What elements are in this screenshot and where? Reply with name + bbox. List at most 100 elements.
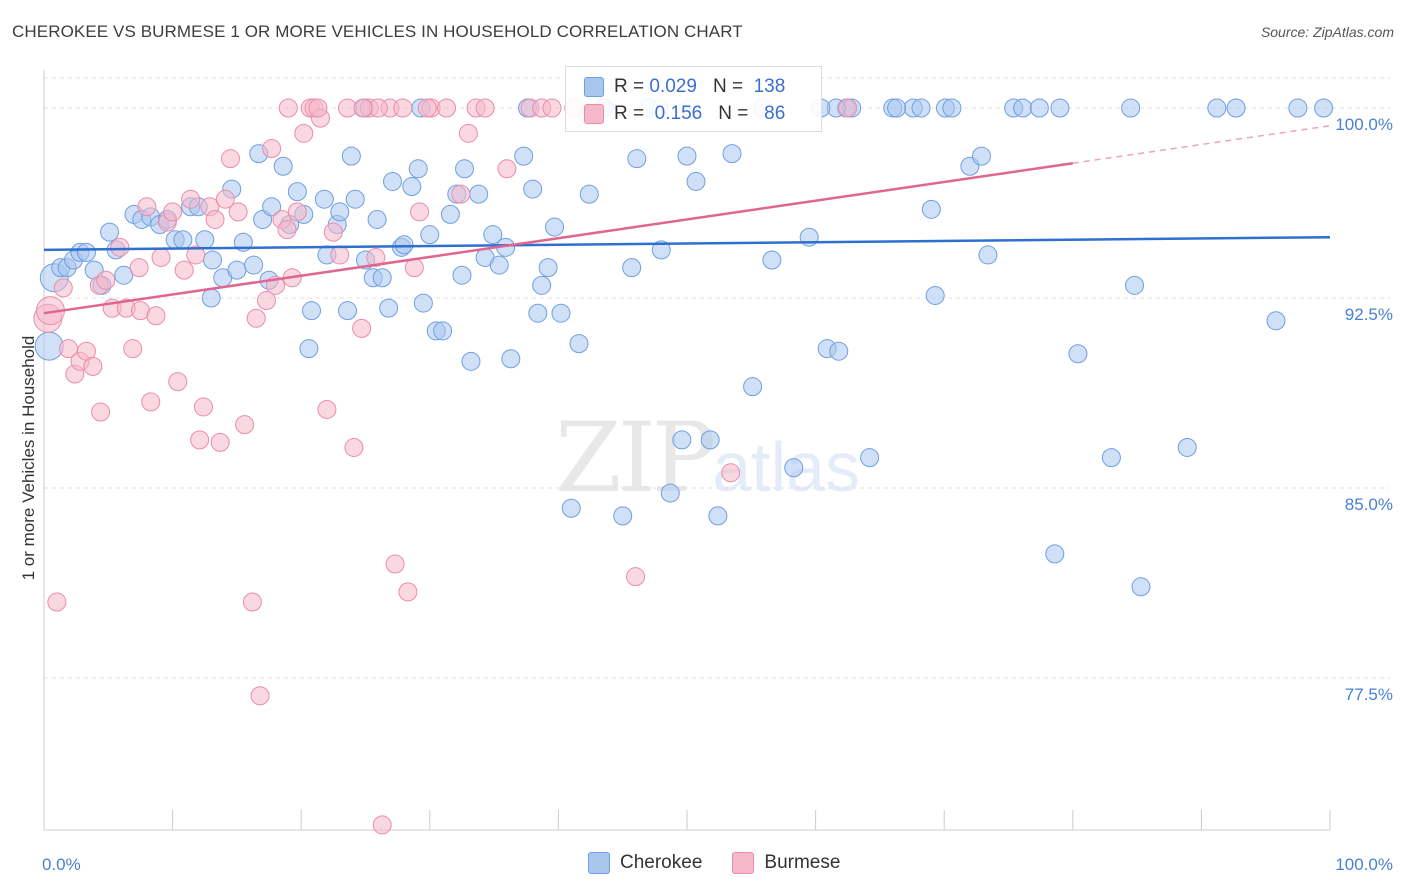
data-point xyxy=(186,245,206,265)
data-point xyxy=(561,498,581,518)
data-point xyxy=(660,483,680,503)
data-point xyxy=(613,506,633,526)
data-point xyxy=(367,209,387,229)
data-point xyxy=(345,189,365,209)
data-point xyxy=(174,260,194,280)
trend-lines xyxy=(43,124,1331,315)
data-point xyxy=(1131,577,1151,597)
data-point xyxy=(1226,98,1246,118)
data-point xyxy=(220,149,240,169)
data-point xyxy=(551,303,571,323)
data-point xyxy=(440,204,460,224)
data-point xyxy=(402,177,422,197)
data-point xyxy=(721,463,741,483)
data-point xyxy=(337,301,357,321)
data-point xyxy=(246,308,266,328)
data-point xyxy=(294,123,314,143)
burmese-legend-label: Burmese xyxy=(764,852,841,873)
data-point xyxy=(210,432,230,452)
data-point xyxy=(413,293,433,313)
data-point xyxy=(202,250,222,270)
data-point xyxy=(151,247,171,267)
data-point xyxy=(114,265,134,285)
data-point xyxy=(83,356,103,376)
data-point xyxy=(523,179,543,199)
data-point xyxy=(193,397,213,417)
data-point xyxy=(762,250,782,270)
burmese-trend-line xyxy=(43,161,1073,315)
data-point xyxy=(379,298,399,318)
data-point xyxy=(569,334,589,354)
data-point xyxy=(287,182,307,202)
data-point xyxy=(273,156,293,176)
data-point xyxy=(455,159,475,179)
data-point xyxy=(372,268,392,288)
data-point xyxy=(244,255,264,275)
legend-item-cherokee[interactable]: Cherokee xyxy=(588,852,702,874)
data-point xyxy=(686,171,706,191)
legend-r-value: 0.156 xyxy=(654,103,703,124)
data-point xyxy=(366,247,386,267)
data-point xyxy=(545,217,565,237)
data-point xyxy=(330,202,350,222)
data-point xyxy=(501,349,521,369)
correlation-legend: R = 0.029 N = 138 R = 0.156 N = 86 xyxy=(565,66,822,132)
data-point xyxy=(408,159,428,179)
data-point xyxy=(91,402,111,422)
data-point xyxy=(47,592,67,612)
data-point xyxy=(542,98,562,118)
grid-layer xyxy=(44,77,1390,679)
data-point xyxy=(626,567,646,587)
data-point xyxy=(262,139,282,159)
data-point xyxy=(911,98,931,118)
legend-n-value: 86 xyxy=(764,103,786,124)
data-point xyxy=(398,582,418,602)
data-point xyxy=(672,430,692,450)
legend-r-label: R = xyxy=(614,76,645,97)
data-point xyxy=(410,202,430,222)
cherokee-points xyxy=(34,98,1334,597)
data-point xyxy=(971,146,991,166)
data-point xyxy=(708,506,728,526)
x-tick-label: 100.0% xyxy=(1335,855,1393,874)
x-tick-label: 0.0% xyxy=(42,855,81,874)
data-point xyxy=(96,270,116,290)
data-point xyxy=(393,98,413,118)
data-point xyxy=(651,240,671,260)
data-point xyxy=(452,265,472,285)
chart-title: CHEROKEE VS BURMESE 1 OR MORE VEHICLES I… xyxy=(12,22,743,41)
data-point xyxy=(921,199,941,219)
legend-item-burmese[interactable]: Burmese xyxy=(732,852,840,874)
data-point xyxy=(829,341,849,361)
data-point xyxy=(579,184,599,204)
data-point xyxy=(228,202,248,222)
data-point xyxy=(76,242,96,262)
data-point xyxy=(323,222,343,242)
data-point xyxy=(497,159,517,179)
data-point xyxy=(235,415,255,435)
data-point xyxy=(308,98,328,118)
data-point xyxy=(1045,544,1065,564)
data-point xyxy=(1101,448,1121,468)
data-point xyxy=(123,339,143,359)
data-point xyxy=(489,255,509,275)
data-point xyxy=(483,225,503,245)
data-point xyxy=(173,230,193,250)
data-point xyxy=(538,258,558,278)
data-point xyxy=(146,306,166,326)
data-point xyxy=(256,291,276,311)
data-point xyxy=(278,98,298,118)
data-point xyxy=(227,260,247,280)
legend-n-value: 138 xyxy=(753,76,786,97)
data-point xyxy=(53,278,73,298)
data-point xyxy=(417,98,437,118)
legend-n-label: N = xyxy=(718,103,749,124)
data-point xyxy=(100,222,120,242)
data-point xyxy=(1013,98,1033,118)
data-point xyxy=(1266,311,1286,331)
legend-row-cherokee: R = 0.029 N = 138 xyxy=(584,74,785,100)
data-point xyxy=(181,189,201,209)
series-legend: Cherokee Burmese xyxy=(588,852,870,874)
data-point xyxy=(277,220,297,240)
